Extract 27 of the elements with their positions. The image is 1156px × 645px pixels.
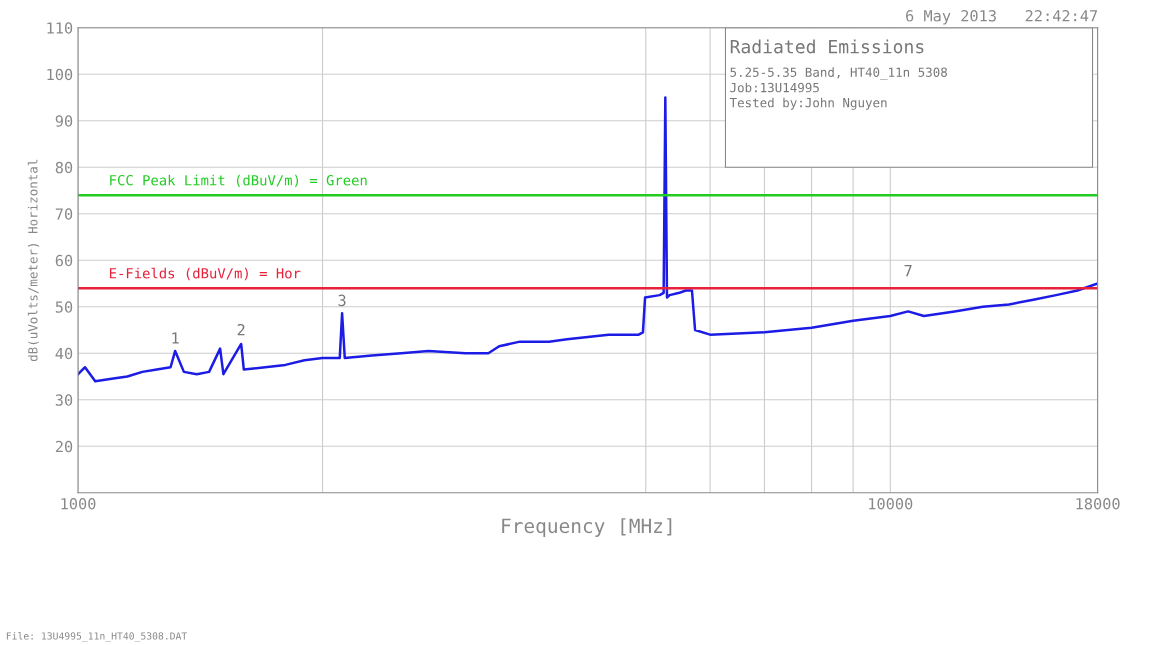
y-tick-label: 40: [55, 347, 73, 360]
x-tick-label: 18000: [1076, 497, 1120, 510]
y-tick-label: 30: [55, 394, 73, 406]
text: 6 May 2013 22:42:47: [906, 10, 1098, 25]
text: Radiated Emissions: [730, 39, 924, 54]
x-tick-label: 10000: [869, 497, 913, 510]
annotation: 5.25-5.35 Band, HT40_11n 5308: [730, 67, 947, 80]
x-tick-label: 1000: [61, 497, 96, 510]
annotation: Job:13U14995: [730, 82, 819, 93]
annotation: 1: [172, 332, 179, 344]
annotation: Tested by:John Nguyen: [729, 97, 887, 110]
ref-line-label: E-Fields (dBuV/m) = Hor: [109, 267, 301, 281]
text: File: 13U4995_11n_HT40_5308.DAT: [6, 632, 188, 642]
y-tick-label: 90: [55, 115, 73, 127]
y-axis-title: dB(uVolts/meter) Horizontal: [27, 159, 40, 362]
y-tick-label: 20: [55, 440, 73, 453]
ref-line-label: FCC Peak Limit (dBuV/m) = Green: [110, 174, 367, 188]
y-tick-label: 100: [47, 68, 73, 81]
y-tick-label: 60: [55, 254, 73, 267]
x-axis-title: Frequency [MHz]: [502, 518, 672, 537]
annotation: 7: [904, 265, 912, 277]
annotation: 2: [237, 323, 245, 336]
annotation: 3: [338, 294, 346, 307]
y-tick-label: 80: [55, 161, 73, 174]
y-tick-label: 110: [47, 22, 73, 34]
y-tick-label: 50: [55, 301, 73, 313]
y-tick-label: 70: [55, 208, 73, 220]
